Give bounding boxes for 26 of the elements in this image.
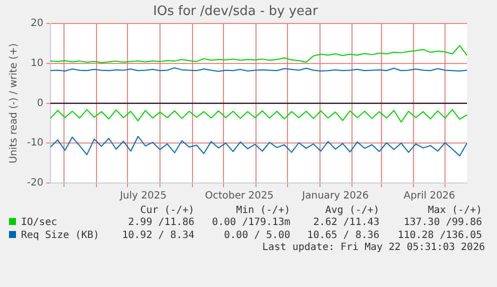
text: 10.92 / 8.34 <box>121 229 196 242</box>
y-tick-label: 20 <box>30 18 44 30</box>
y-tick-label: 10 <box>30 58 44 70</box>
text: 0.00 /179.13m <box>210 216 292 229</box>
text: 2.99 /11.86 <box>127 216 196 229</box>
y-tick-label: 0 <box>36 98 44 109</box>
text: Last update: Fri May 22 05:31:03 2026 <box>261 242 485 253</box>
text: 137.30 /99.86 <box>402 216 483 229</box>
y-tick-label: -20 <box>26 178 44 189</box>
y-tick-label: -10 <box>26 138 44 149</box>
y-axis-title: Units read (-) / write (+) <box>8 43 20 164</box>
text: 0.00 / 5.00 <box>223 229 292 242</box>
text: 2.62 /11.43 <box>312 216 380 229</box>
text: Avg (-/+) <box>324 205 380 216</box>
text: Cur (-/+) <box>139 205 196 216</box>
x-tick-label: January 2026 <box>301 190 369 202</box>
text: 10.65 / 8.36 <box>306 229 380 242</box>
text: 110.28 /136.05 <box>396 229 483 242</box>
x-tick-label: July 2025 <box>118 190 167 202</box>
legend-label: IO/sec <box>20 216 58 229</box>
x-tick-label: April 2026 <box>404 190 456 202</box>
legend-label: Req Size (KB) <box>20 229 100 242</box>
text: Max (-/+) <box>426 205 483 216</box>
chart-title: IOs for /dev/sda - by year <box>153 4 319 20</box>
x-tick-label: October 2025 <box>205 190 274 202</box>
text: Min (-/+) <box>235 205 292 216</box>
